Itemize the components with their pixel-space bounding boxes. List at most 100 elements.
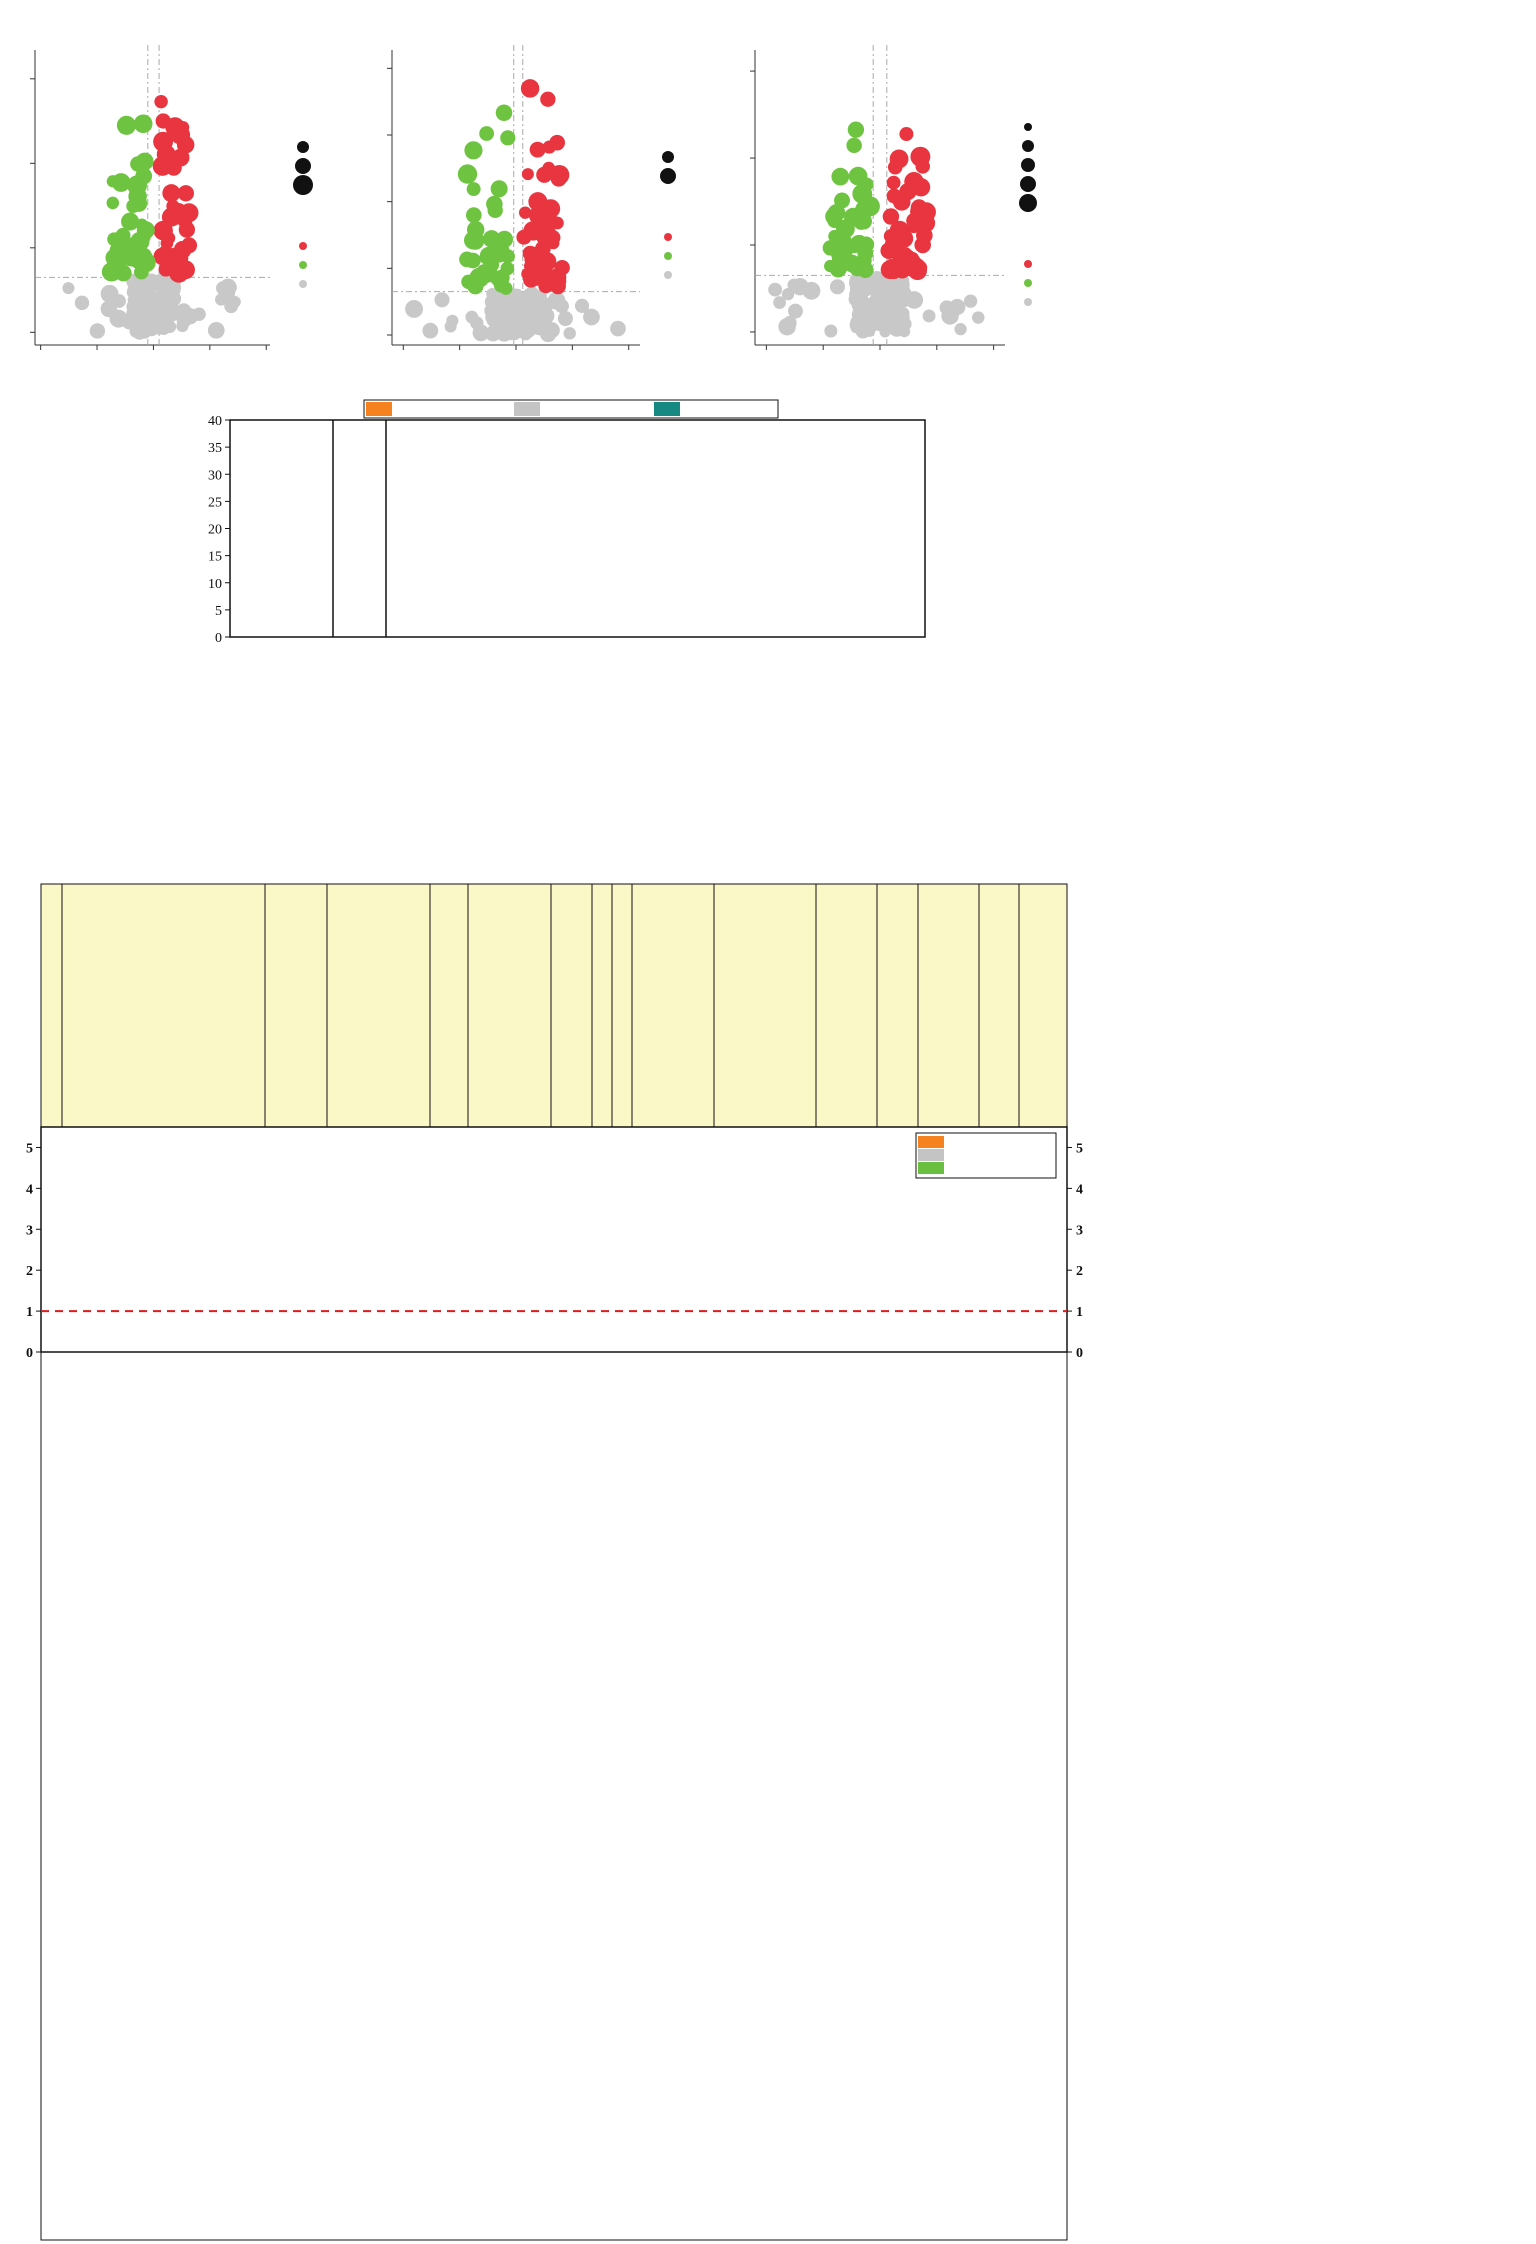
up-point	[177, 185, 194, 202]
up-point	[894, 262, 911, 279]
nodiff-point	[224, 299, 239, 314]
dw-point	[467, 273, 485, 291]
nodiff-point	[62, 282, 75, 295]
dw-point	[846, 137, 862, 154]
up-point	[886, 188, 902, 204]
y-tick-label: 30	[208, 468, 222, 483]
up-point	[529, 272, 543, 286]
de-color-key	[664, 271, 672, 279]
de-color-key	[299, 242, 307, 250]
y-tick-label-left: 1	[26, 1305, 33, 1320]
nodiff-point	[135, 311, 151, 328]
dw-point	[496, 230, 514, 248]
up-point	[916, 227, 933, 244]
nodiff-point	[489, 302, 502, 315]
up-point	[521, 168, 534, 181]
nodiff-point	[514, 320, 528, 334]
up-point	[889, 149, 909, 169]
up-point	[549, 134, 566, 151]
up-point	[179, 210, 194, 225]
nodiff-point	[130, 299, 143, 311]
nodiff-point	[498, 312, 512, 326]
nodiff-point	[434, 292, 450, 308]
de-color-key	[299, 280, 307, 288]
up-point	[533, 256, 554, 276]
dw-point	[836, 245, 853, 262]
nodiff-point	[100, 300, 118, 318]
y-tick-label-left: 0	[26, 1346, 33, 1361]
up-point	[153, 220, 173, 241]
de-color-key	[664, 233, 672, 241]
legend-box	[363, 399, 779, 419]
up-point	[899, 127, 914, 142]
nodiff-point	[157, 322, 171, 335]
y-tick-label: 0	[215, 631, 222, 646]
y-tick-label: 10	[208, 577, 222, 592]
dw-point	[851, 256, 872, 276]
nodiff-point	[539, 325, 557, 343]
up-point	[540, 91, 556, 107]
plot-frame	[229, 419, 926, 638]
nodiff-point	[802, 283, 816, 297]
dw-point	[457, 164, 478, 184]
up-point	[162, 184, 181, 203]
up-point	[911, 178, 931, 197]
vip-size-key	[1019, 194, 1037, 212]
dw-point	[116, 115, 136, 135]
volcano-panel-a	[30, 45, 313, 350]
up-point	[910, 199, 928, 216]
up-point	[178, 221, 196, 238]
dw-point	[459, 251, 475, 268]
nodiff-point	[146, 281, 158, 292]
dw-point	[106, 175, 119, 188]
nodiff-point	[768, 282, 783, 297]
up-point	[154, 94, 168, 109]
nodiff-point	[405, 299, 424, 318]
de-color-key	[299, 261, 307, 269]
up-point	[554, 260, 570, 276]
volcano-panel-c	[750, 45, 1037, 350]
legend-swatch	[918, 1136, 944, 1148]
dw-point	[834, 192, 850, 209]
y-tick-label-left: 3	[26, 1223, 33, 1238]
up-point	[520, 79, 540, 98]
nodiff-point	[876, 292, 892, 308]
nodiff-point	[121, 314, 137, 330]
nodiff-point	[905, 291, 924, 309]
nodiff-point	[150, 307, 165, 321]
nodiff-point	[497, 321, 513, 337]
vip-size-key	[1024, 123, 1032, 131]
nodiff-point	[896, 313, 909, 325]
nodiff-point	[176, 303, 192, 318]
up-point	[527, 246, 541, 260]
dw-point	[844, 213, 858, 226]
nodiff-point	[207, 321, 225, 339]
nodiff-point	[887, 300, 901, 315]
nodiff-point	[557, 311, 573, 327]
dw-point	[490, 180, 508, 198]
nodiff-point	[422, 322, 439, 339]
panel-d-bar-chart: 0 5 10 15 20 25 30 35 40	[208, 399, 926, 646]
dw-point	[855, 200, 874, 219]
nodiff-point	[781, 287, 795, 301]
nodiff-point	[824, 324, 838, 338]
y-tick-label: 25	[208, 495, 222, 510]
de-color-key	[1024, 298, 1032, 306]
y-tick-label-right: 3	[1076, 1223, 1083, 1238]
vip-size-key	[1022, 140, 1034, 152]
class-header-band	[40, 883, 1068, 1128]
dw-point	[465, 231, 485, 250]
dw-point	[121, 212, 140, 231]
vip-size-key	[1021, 158, 1035, 172]
dw-point	[847, 121, 865, 138]
legend-swatch	[918, 1149, 944, 1161]
nodiff-point	[100, 284, 119, 303]
dw-point	[831, 167, 850, 186]
nodiff-point	[971, 311, 985, 324]
dw-point	[482, 230, 501, 248]
up-point	[523, 259, 537, 273]
dw-point	[479, 250, 494, 265]
nodiff-point	[788, 303, 803, 319]
y-tick-label-left: 4	[26, 1182, 33, 1197]
